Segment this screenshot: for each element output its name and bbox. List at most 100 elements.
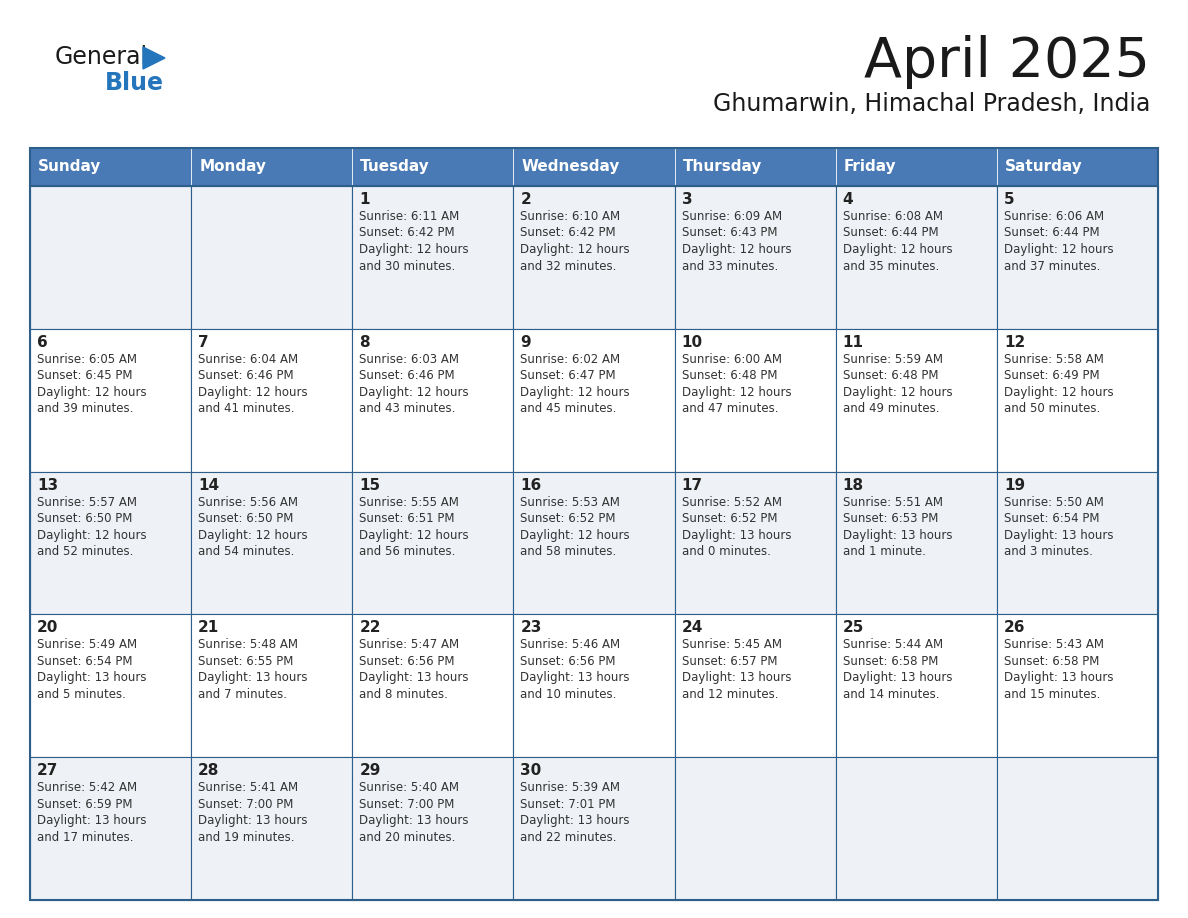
Text: Thursday: Thursday bbox=[683, 160, 762, 174]
Text: 20: 20 bbox=[37, 621, 58, 635]
Text: Sunrise: 5:45 AM
Sunset: 6:57 PM
Daylight: 13 hours
and 12 minutes.: Sunrise: 5:45 AM Sunset: 6:57 PM Dayligh… bbox=[682, 638, 791, 701]
Bar bbox=[191, 186, 353, 329]
Text: Sunrise: 5:42 AM
Sunset: 6:59 PM
Daylight: 13 hours
and 17 minutes.: Sunrise: 5:42 AM Sunset: 6:59 PM Dayligh… bbox=[37, 781, 146, 844]
Bar bbox=[513, 757, 675, 900]
Bar bbox=[191, 757, 353, 900]
Text: Sunrise: 6:10 AM
Sunset: 6:42 PM
Daylight: 12 hours
and 32 minutes.: Sunrise: 6:10 AM Sunset: 6:42 PM Dayligh… bbox=[520, 210, 630, 273]
Bar bbox=[675, 186, 835, 329]
Bar bbox=[997, 148, 1158, 186]
Text: Sunrise: 5:39 AM
Sunset: 7:01 PM
Daylight: 13 hours
and 22 minutes.: Sunrise: 5:39 AM Sunset: 7:01 PM Dayligh… bbox=[520, 781, 630, 844]
Bar bbox=[675, 614, 835, 757]
Text: Sunrise: 5:56 AM
Sunset: 6:50 PM
Daylight: 12 hours
and 54 minutes.: Sunrise: 5:56 AM Sunset: 6:50 PM Dayligh… bbox=[198, 496, 308, 558]
Bar bbox=[513, 329, 675, 472]
Text: 26: 26 bbox=[1004, 621, 1025, 635]
Text: 21: 21 bbox=[198, 621, 220, 635]
Text: Sunrise: 5:47 AM
Sunset: 6:56 PM
Daylight: 13 hours
and 8 minutes.: Sunrise: 5:47 AM Sunset: 6:56 PM Dayligh… bbox=[359, 638, 469, 701]
Text: Sunrise: 6:03 AM
Sunset: 6:46 PM
Daylight: 12 hours
and 43 minutes.: Sunrise: 6:03 AM Sunset: 6:46 PM Dayligh… bbox=[359, 353, 469, 415]
Text: Tuesday: Tuesday bbox=[360, 160, 430, 174]
Bar bbox=[997, 472, 1158, 614]
Text: Sunrise: 6:02 AM
Sunset: 6:47 PM
Daylight: 12 hours
and 45 minutes.: Sunrise: 6:02 AM Sunset: 6:47 PM Dayligh… bbox=[520, 353, 630, 415]
Text: 27: 27 bbox=[37, 763, 58, 778]
Text: Friday: Friday bbox=[843, 160, 897, 174]
Bar bbox=[997, 614, 1158, 757]
Polygon shape bbox=[143, 47, 165, 69]
Text: 11: 11 bbox=[842, 335, 864, 350]
Text: Sunrise: 5:59 AM
Sunset: 6:48 PM
Daylight: 12 hours
and 49 minutes.: Sunrise: 5:59 AM Sunset: 6:48 PM Dayligh… bbox=[842, 353, 953, 415]
Text: Sunrise: 5:57 AM
Sunset: 6:50 PM
Daylight: 12 hours
and 52 minutes.: Sunrise: 5:57 AM Sunset: 6:50 PM Dayligh… bbox=[37, 496, 146, 558]
Bar bbox=[30, 148, 1158, 900]
Text: Sunrise: 5:58 AM
Sunset: 6:49 PM
Daylight: 12 hours
and 50 minutes.: Sunrise: 5:58 AM Sunset: 6:49 PM Dayligh… bbox=[1004, 353, 1113, 415]
Text: 1: 1 bbox=[359, 192, 369, 207]
Bar bbox=[835, 757, 997, 900]
Bar bbox=[675, 148, 835, 186]
Text: April 2025: April 2025 bbox=[864, 35, 1150, 89]
Text: Sunrise: 5:41 AM
Sunset: 7:00 PM
Daylight: 13 hours
and 19 minutes.: Sunrise: 5:41 AM Sunset: 7:00 PM Dayligh… bbox=[198, 781, 308, 844]
Bar bbox=[835, 614, 997, 757]
Text: Sunrise: 6:06 AM
Sunset: 6:44 PM
Daylight: 12 hours
and 37 minutes.: Sunrise: 6:06 AM Sunset: 6:44 PM Dayligh… bbox=[1004, 210, 1113, 273]
Bar bbox=[675, 472, 835, 614]
Text: 28: 28 bbox=[198, 763, 220, 778]
Text: 7: 7 bbox=[198, 335, 209, 350]
Text: 19: 19 bbox=[1004, 477, 1025, 493]
Text: 14: 14 bbox=[198, 477, 220, 493]
Bar bbox=[513, 148, 675, 186]
Bar bbox=[353, 472, 513, 614]
Bar bbox=[30, 186, 191, 329]
Text: Saturday: Saturday bbox=[1005, 160, 1082, 174]
Text: 15: 15 bbox=[359, 477, 380, 493]
Bar bbox=[191, 329, 353, 472]
Bar bbox=[30, 472, 191, 614]
Text: 5: 5 bbox=[1004, 192, 1015, 207]
Text: Sunrise: 6:00 AM
Sunset: 6:48 PM
Daylight: 12 hours
and 47 minutes.: Sunrise: 6:00 AM Sunset: 6:48 PM Dayligh… bbox=[682, 353, 791, 415]
Text: 2: 2 bbox=[520, 192, 531, 207]
Bar bbox=[675, 757, 835, 900]
Bar bbox=[191, 148, 353, 186]
Text: Sunrise: 5:40 AM
Sunset: 7:00 PM
Daylight: 13 hours
and 20 minutes.: Sunrise: 5:40 AM Sunset: 7:00 PM Dayligh… bbox=[359, 781, 469, 844]
Bar bbox=[353, 148, 513, 186]
Bar bbox=[513, 186, 675, 329]
Text: 23: 23 bbox=[520, 621, 542, 635]
Bar bbox=[513, 472, 675, 614]
Text: Sunrise: 5:55 AM
Sunset: 6:51 PM
Daylight: 12 hours
and 56 minutes.: Sunrise: 5:55 AM Sunset: 6:51 PM Dayligh… bbox=[359, 496, 469, 558]
Text: Sunrise: 5:49 AM
Sunset: 6:54 PM
Daylight: 13 hours
and 5 minutes.: Sunrise: 5:49 AM Sunset: 6:54 PM Dayligh… bbox=[37, 638, 146, 701]
Text: 16: 16 bbox=[520, 477, 542, 493]
Text: 8: 8 bbox=[359, 335, 369, 350]
Bar bbox=[353, 757, 513, 900]
Bar bbox=[30, 148, 191, 186]
Text: Sunrise: 5:50 AM
Sunset: 6:54 PM
Daylight: 13 hours
and 3 minutes.: Sunrise: 5:50 AM Sunset: 6:54 PM Dayligh… bbox=[1004, 496, 1113, 558]
Text: Sunrise: 6:11 AM
Sunset: 6:42 PM
Daylight: 12 hours
and 30 minutes.: Sunrise: 6:11 AM Sunset: 6:42 PM Dayligh… bbox=[359, 210, 469, 273]
Bar bbox=[997, 329, 1158, 472]
Text: 24: 24 bbox=[682, 621, 703, 635]
Text: 12: 12 bbox=[1004, 335, 1025, 350]
Text: 3: 3 bbox=[682, 192, 693, 207]
Text: 6: 6 bbox=[37, 335, 48, 350]
Text: 29: 29 bbox=[359, 763, 380, 778]
Bar bbox=[30, 329, 191, 472]
Text: Sunrise: 5:44 AM
Sunset: 6:58 PM
Daylight: 13 hours
and 14 minutes.: Sunrise: 5:44 AM Sunset: 6:58 PM Dayligh… bbox=[842, 638, 953, 701]
Bar bbox=[353, 329, 513, 472]
Text: Sunrise: 5:53 AM
Sunset: 6:52 PM
Daylight: 12 hours
and 58 minutes.: Sunrise: 5:53 AM Sunset: 6:52 PM Dayligh… bbox=[520, 496, 630, 558]
Text: Sunrise: 6:05 AM
Sunset: 6:45 PM
Daylight: 12 hours
and 39 minutes.: Sunrise: 6:05 AM Sunset: 6:45 PM Dayligh… bbox=[37, 353, 146, 415]
Text: Sunrise: 6:08 AM
Sunset: 6:44 PM
Daylight: 12 hours
and 35 minutes.: Sunrise: 6:08 AM Sunset: 6:44 PM Dayligh… bbox=[842, 210, 953, 273]
Bar bbox=[835, 329, 997, 472]
Bar bbox=[513, 614, 675, 757]
Text: 4: 4 bbox=[842, 192, 853, 207]
Text: 25: 25 bbox=[842, 621, 864, 635]
Bar bbox=[997, 186, 1158, 329]
Text: Monday: Monday bbox=[200, 160, 266, 174]
Bar bbox=[997, 757, 1158, 900]
Text: Sunrise: 6:04 AM
Sunset: 6:46 PM
Daylight: 12 hours
and 41 minutes.: Sunrise: 6:04 AM Sunset: 6:46 PM Dayligh… bbox=[198, 353, 308, 415]
Bar bbox=[835, 472, 997, 614]
Bar bbox=[353, 186, 513, 329]
Text: Sunrise: 5:51 AM
Sunset: 6:53 PM
Daylight: 13 hours
and 1 minute.: Sunrise: 5:51 AM Sunset: 6:53 PM Dayligh… bbox=[842, 496, 953, 558]
Text: 17: 17 bbox=[682, 477, 702, 493]
Text: 10: 10 bbox=[682, 335, 702, 350]
Text: 30: 30 bbox=[520, 763, 542, 778]
Text: 9: 9 bbox=[520, 335, 531, 350]
Text: Sunday: Sunday bbox=[38, 160, 101, 174]
Text: Sunrise: 5:46 AM
Sunset: 6:56 PM
Daylight: 13 hours
and 10 minutes.: Sunrise: 5:46 AM Sunset: 6:56 PM Dayligh… bbox=[520, 638, 630, 701]
Text: Blue: Blue bbox=[105, 71, 164, 95]
Text: Ghumarwin, Himachal Pradesh, India: Ghumarwin, Himachal Pradesh, India bbox=[713, 92, 1150, 116]
Text: Wednesday: Wednesday bbox=[522, 160, 620, 174]
Bar bbox=[30, 614, 191, 757]
